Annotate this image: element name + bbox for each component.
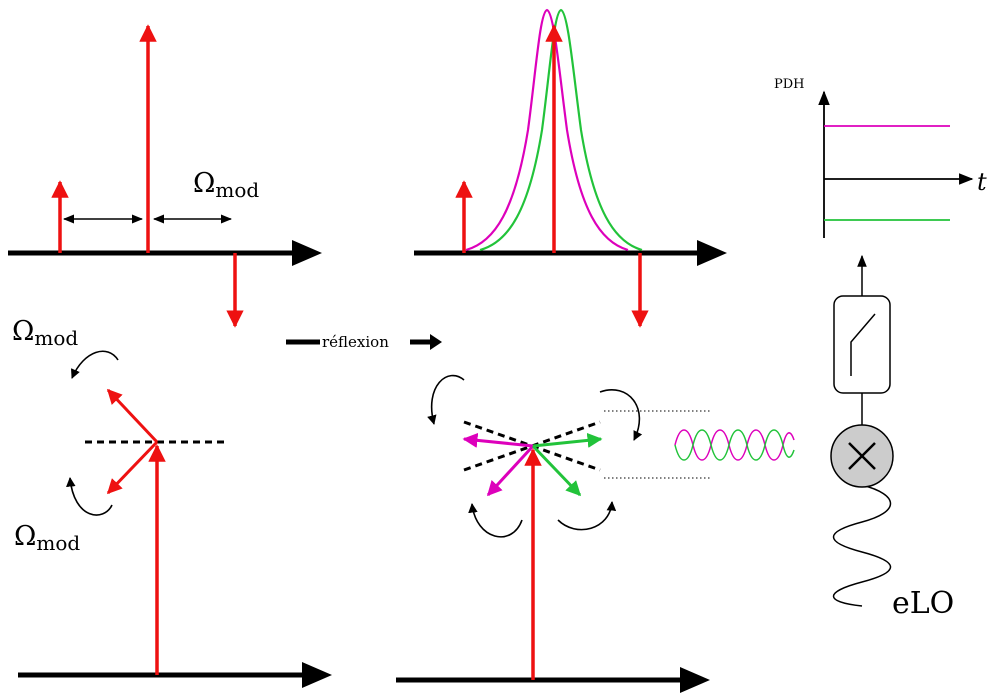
lowpass-filter-symbol (850, 313, 876, 376)
reflexion-label: réflexion (322, 333, 389, 351)
local-oscillator-label: eLO (892, 586, 954, 621)
sideband-phasor-lower (106, 440, 159, 495)
time-axis-label: t (977, 168, 987, 196)
omega-mod-label-top: Ωmod (193, 168, 259, 202)
rotation-arrow-upper (70, 350, 119, 379)
rotation-arrow-top-left (427, 374, 465, 425)
phasor-input: Ωmod Ωmod (12, 316, 332, 688)
rotation-arrow-bottom-left (468, 503, 523, 538)
mixer-cross-stroke-2 (848, 442, 876, 470)
spectrum-reflected (414, 8, 727, 328)
sideband-phasor-green-upper (532, 432, 603, 448)
beat-wave-magenta (674, 429, 795, 461)
frequency-axis-arrowhead (292, 240, 322, 266)
reflexion-arrowhead (430, 334, 442, 350)
omega-mod-label-upper: Ωmod (12, 316, 78, 350)
pdh-signal-plot: PDH t (774, 77, 987, 238)
sideband-phasor-upper (106, 388, 159, 444)
omega-mod-label-lower: Ωmod (14, 521, 80, 555)
spectrum-input: Ωmod (8, 24, 322, 328)
sideband-phasor-magenta-lower (486, 444, 535, 497)
demodulation-chain: eLO (830, 254, 954, 621)
sine-wave-icon (832, 484, 892, 607)
beat-wave-green (674, 429, 795, 461)
frequency-axis-arrowhead (697, 240, 727, 266)
pdh-axis-label: PDH (774, 77, 805, 92)
real-axis-arrowhead (680, 667, 710, 693)
resonance-curve-magenta (465, 8, 629, 252)
lowpass-filter-icon (833, 295, 891, 394)
real-axis-arrowhead (302, 662, 332, 688)
rotation-arrow-lower (66, 477, 113, 516)
sideband-phasor-green-lower (531, 444, 582, 497)
rotation-arrow-top-right (599, 389, 643, 441)
sideband-phasor-magenta-upper (462, 432, 534, 448)
reflexion-connector: réflexion (286, 333, 442, 351)
rotation-arrow-bottom-right (557, 501, 617, 531)
resonance-curve-green (479, 8, 643, 252)
phasor-reflected (396, 374, 795, 693)
